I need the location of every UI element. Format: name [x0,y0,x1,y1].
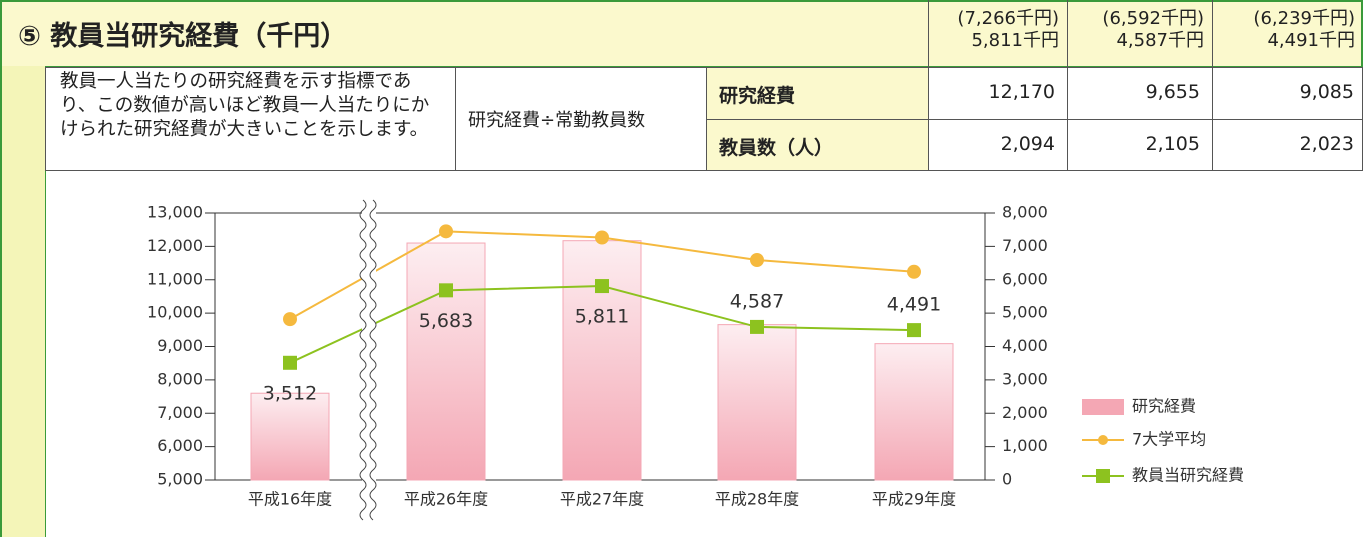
marker [283,355,297,370]
marker [439,283,453,298]
marker [907,323,921,338]
x-tick-label: 平成26年度 [404,490,488,509]
x-tick-label: 平成16年度 [248,490,332,509]
marker [439,224,453,239]
legend-swatch [1082,399,1124,415]
x-tick-label: 平成27年度 [560,490,644,509]
y-tick-label: 11,000 [147,269,203,288]
y2-tick-label: 0 [1002,470,1012,489]
note: (6,592千円) [1102,8,1204,29]
data-label: 5,811 [575,306,629,328]
value: 4,491千円 [1267,30,1355,51]
data-label: 3,512 [263,382,317,404]
value-cell: 2,023 [1212,119,1363,171]
y2-tick-label: 2,000 [1002,403,1048,422]
formula: 研究経費÷常勤教員数 [455,67,707,171]
marker [595,230,609,245]
x-tick-label: 平成28年度 [715,490,799,509]
row-label: 研究経費 [706,67,929,120]
axis-break-line [359,199,367,521]
y-tick-label: 8,000 [157,369,203,388]
value: 5,811千円 [971,30,1059,51]
legend-marker [1096,469,1110,483]
bar [874,343,954,481]
y-tick-label: 6,000 [157,436,203,455]
header-bar [0,0,1363,68]
y2-tick-label: 6,000 [1002,269,1048,288]
marker [595,279,609,294]
legend-marker [1098,435,1108,445]
y2-tick-label: 1,000 [1002,436,1048,455]
y-tick-label: 10,000 [147,303,203,322]
y-tick-label: 9,000 [157,336,203,355]
note: (7,266千円) [957,8,1059,29]
left-strip [0,66,46,537]
axis-break-line [369,199,377,521]
marker [750,319,764,334]
legend-label: 7大学平均 [1132,430,1206,449]
marker [907,264,921,279]
y2-tick-label: 5,000 [1002,303,1048,322]
title: ⑤ 教員当研究経費（千円） [18,21,348,52]
value-cell: 2,105 [1067,119,1213,171]
bar [562,240,642,481]
value: 4,587千円 [1116,30,1204,51]
y-tick-label: 5,000 [157,470,203,489]
value-cell: 9,085 [1212,67,1363,120]
axis-break [362,200,376,510]
y2-tick-label: 4,000 [1002,336,1048,355]
bar [250,392,330,481]
value-cell: 2,094 [928,119,1068,171]
header-col: (6,592千円) 4,587千円 [1067,0,1212,68]
description: 教員一人当たりの研究経費を示す指標であり、この数値が高いほど教員一人当たりにかけ… [45,67,456,171]
marker [283,312,297,327]
value-cell: 12,170 [928,67,1068,120]
y2-tick-label: 3,000 [1002,369,1048,388]
y2-tick-label: 7,000 [1002,236,1048,255]
note: (6,239千円) [1253,8,1355,29]
data-label: 5,683 [419,310,473,332]
row-label: 教員数（人） [706,119,929,171]
marker [750,252,764,267]
data-label: 4,587 [730,290,784,312]
header-col: (6,239千円) 4,491千円 [1212,0,1363,68]
y-tick-label: 12,000 [147,236,203,255]
legend-label: 教員当研究経費 [1132,466,1244,485]
y2-tick-label: 8,000 [1002,203,1048,222]
y-tick-label: 7,000 [157,403,203,422]
legend-label: 研究経費 [1132,397,1196,416]
bar [406,242,486,481]
header-col: (7,266千円) 5,811千円 [928,0,1067,68]
bar [717,324,797,481]
value-cell: 9,655 [1067,67,1213,120]
y-tick-label: 13,000 [147,203,203,222]
x-tick-label: 平成29年度 [872,490,956,509]
data-label: 4,491 [887,294,941,316]
